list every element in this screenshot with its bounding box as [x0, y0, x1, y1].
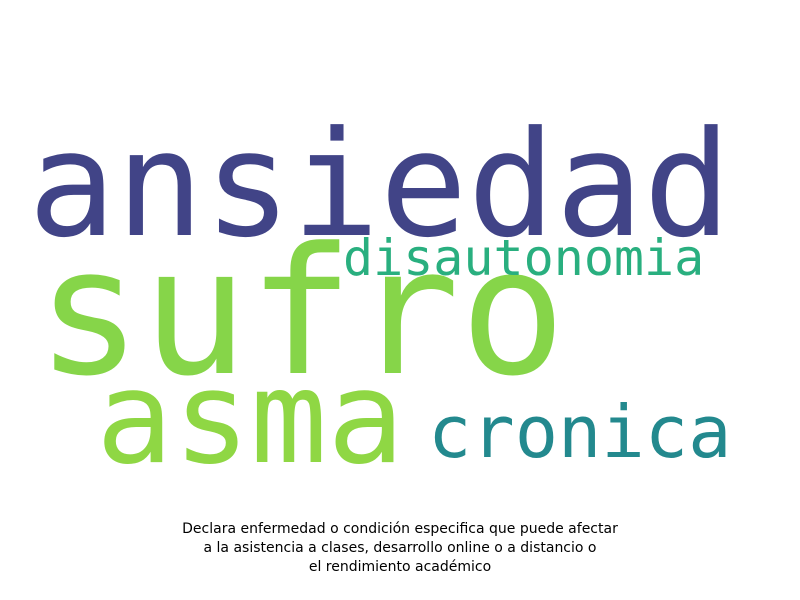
caption-line: a la asistencia a clases, desarrollo onl…: [203, 540, 597, 556]
word-asma: asma: [96, 344, 405, 493]
caption-line: Declara enfermedad o condición especific…: [182, 521, 618, 537]
word-cronica: cronica: [428, 390, 732, 474]
word-ansiedad: ansiedad: [28, 100, 732, 270]
word-sufro: sufro: [36, 210, 566, 415]
chart-caption: Declara enfermedad o condición especific…: [100, 520, 700, 577]
caption-line: el rendimiento académico: [308, 559, 492, 575]
word-disautonomia: disautonomia: [343, 229, 705, 287]
